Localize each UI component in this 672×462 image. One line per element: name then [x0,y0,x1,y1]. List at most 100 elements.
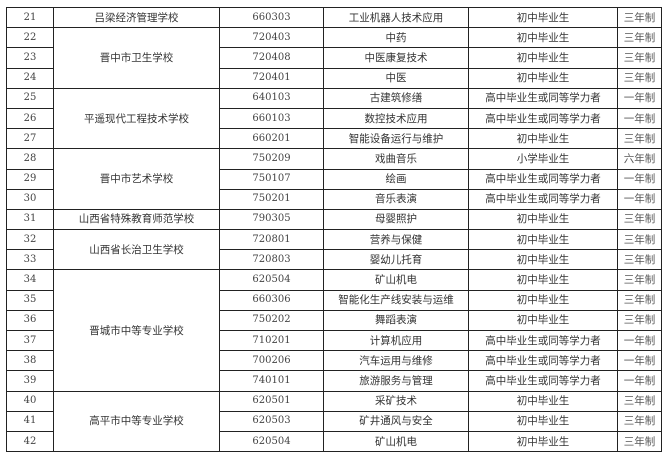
major-code: 660303 [219,6,324,29]
table-row: 24 720401 中医 初中毕业生 三年制 [6,67,662,89]
row-number: 27 [6,128,54,150]
table-row: 39 740101 旅游服务与管理 高中毕业生或同等学力者 一年制 [6,370,662,392]
school-name: 高平市中等专业学校 [53,390,220,453]
table-row: 23 720408 中医康复技术 初中毕业生 三年制 [6,47,662,69]
admission-requirement: 初中毕业生 [468,67,618,89]
enrollment-table: 21 吕梁经济管理学校 660303 工业机器人技术应用 初中毕业生 三年制 22 晋中市卫生… [6,6,662,453]
table-row: 38 700206 汽车运用与维修 高中毕业生或同等学力者 一年制 [6,350,662,372]
row-number: 34 [6,269,54,291]
major-name: 汽车运用与维修 [323,350,469,372]
row-number: 26 [6,107,54,130]
major-name: 中医康复技术 [323,47,469,69]
major-code: 660306 [219,289,324,311]
major-code: 740101 [219,370,324,392]
admission-requirement: 初中毕业生 [468,47,618,69]
major-code: 720401 [219,67,324,89]
table-row: 25 平遥现代工程技术学校 640103 古建筑修缮 高中毕业生或同等学力者 一年制 [6,87,662,150]
admission-requirement: 初中毕业生 [468,208,618,231]
admission-requirement: 高中毕业生或同等学力者 [468,370,618,392]
row-number: 21 [6,6,54,29]
study-duration: 三年制 [617,390,662,412]
row-number: 31 [6,208,54,231]
major-name: 矿井通风与安全 [323,410,469,432]
table-row: 26 660103 数控技术应用 高中毕业生或同等学力者 一年制 [6,107,662,130]
major-code: 620504 [219,269,324,291]
major-name: 计算机应用 [323,329,469,352]
study-duration: 三年制 [617,47,662,69]
major-name: 绘画 [323,168,469,190]
major-name: 音乐表演 [323,188,469,210]
major-code: 750202 [219,309,324,332]
admission-requirement: 高中毕业生或同等学力者 [468,350,618,372]
school-name: 山西省长治卫生学校 [53,229,220,271]
admission-requirement: 初中毕业生 [468,128,618,150]
study-duration: 一年制 [617,87,662,109]
admission-requirement: 初中毕业生 [468,390,618,412]
study-duration: 三年制 [617,229,662,251]
school-name: 吕梁经济管理学校 [53,6,220,29]
study-duration: 六年制 [617,148,662,170]
study-duration: 一年制 [617,168,662,190]
row-number: 42 [6,430,54,453]
row-number: 33 [6,249,54,271]
study-duration: 三年制 [617,269,662,291]
admission-requirement: 初中毕业生 [468,430,618,453]
study-duration: 三年制 [617,289,662,311]
admission-requirement: 初中毕业生 [468,249,618,271]
major-code: 750107 [219,168,324,190]
study-duration: 三年制 [617,430,662,453]
row-number: 29 [6,168,54,190]
admission-requirement: 初中毕业生 [468,309,618,332]
major-name: 中医 [323,67,469,89]
major-code: 660201 [219,128,324,150]
table-row: 32 山西省长治卫生学校 720801 营养与保健 初中毕业生 三年制 [6,229,662,271]
row-number: 41 [6,410,54,432]
major-code: 750201 [219,188,324,210]
admission-requirement: 初中毕业生 [468,289,618,311]
admission-requirement: 高中毕业生或同等学力者 [468,188,618,210]
study-duration: 一年制 [617,329,662,352]
study-duration: 一年制 [617,188,662,210]
major-name: 戏曲音乐 [323,148,469,170]
admission-requirement: 高中毕业生或同等学力者 [468,87,618,109]
major-name: 旅游服务与管理 [323,370,469,392]
row-number: 40 [6,390,54,412]
major-name: 舞蹈表演 [323,309,469,332]
table-row: 42 620504 矿山机电 初中毕业生 三年制 [6,430,662,453]
table-row: 30 750201 音乐表演 高中毕业生或同等学力者 一年制 [6,188,662,210]
admission-requirement: 高中毕业生或同等学力者 [468,168,618,190]
major-name: 古建筑修缮 [323,87,469,109]
admission-requirement: 高中毕业生或同等学力者 [468,107,618,130]
major-code: 750209 [219,148,324,170]
table-row: 37 710201 计算机应用 高中毕业生或同等学力者 一年制 [6,329,662,352]
study-duration: 一年制 [617,107,662,130]
study-duration: 三年制 [617,309,662,332]
major-name: 智能设备运行与维护 [323,128,469,150]
study-duration: 三年制 [617,208,662,231]
study-duration: 一年制 [617,370,662,392]
row-number: 32 [6,229,54,251]
row-number: 35 [6,289,54,311]
major-code: 720403 [219,27,324,49]
major-name: 采矿技术 [323,390,469,412]
table-row: 28 晋中市艺术学校 750209 戏曲音乐 小学毕业生 六年制 [6,148,662,210]
row-number: 24 [6,67,54,89]
major-name: 母婴照护 [323,208,469,231]
row-number: 22 [6,27,54,49]
study-duration: 三年制 [617,27,662,49]
admission-requirement: 初中毕业生 [468,27,618,49]
admission-requirement: 初中毕业生 [468,6,618,29]
major-code: 790305 [219,208,324,231]
study-duration: 三年制 [617,6,662,29]
row-number: 23 [6,47,54,69]
major-name: 矿山机电 [323,430,469,453]
major-code: 660103 [219,107,324,130]
school-name: 山西省特殊教育师范学校 [53,208,220,231]
study-duration: 三年制 [617,128,662,150]
major-code: 710201 [219,329,324,352]
row-number: 25 [6,87,54,109]
major-code: 620504 [219,430,324,453]
admission-requirement: 初中毕业生 [468,410,618,432]
admission-requirement: 初中毕业生 [468,269,618,291]
admission-requirement: 小学毕业生 [468,148,618,170]
